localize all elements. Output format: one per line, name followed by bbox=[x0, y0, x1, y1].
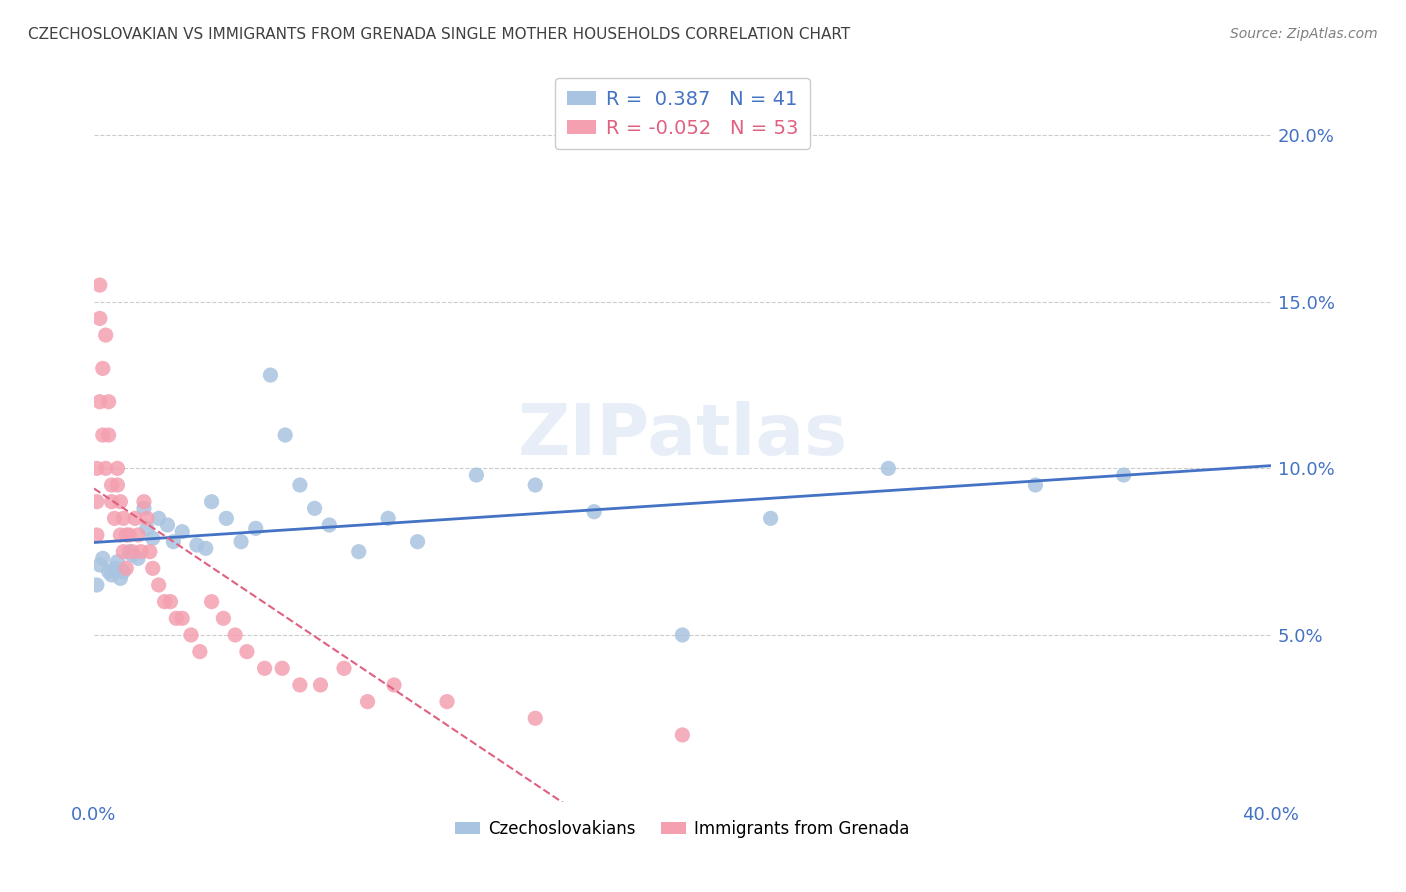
Point bbox=[107, 461, 129, 475]
Point bbox=[89, 311, 111, 326]
Point bbox=[100, 494, 122, 508]
Point bbox=[224, 628, 246, 642]
Point bbox=[142, 532, 165, 546]
Point bbox=[172, 611, 194, 625]
Point bbox=[86, 528, 108, 542]
Point bbox=[1024, 478, 1046, 492]
Text: CZECHOSLOVAKIAN VS IMMIGRANTS FROM GRENADA SINGLE MOTHER HOUSEHOLDS CORRELATION : CZECHOSLOVAKIAN VS IMMIGRANTS FROM GRENA… bbox=[28, 27, 851, 42]
Point bbox=[377, 511, 399, 525]
Point bbox=[288, 478, 311, 492]
Point bbox=[129, 544, 152, 558]
Point bbox=[115, 561, 138, 575]
Point bbox=[347, 544, 370, 558]
Point bbox=[194, 541, 217, 556]
Point bbox=[671, 728, 693, 742]
Point bbox=[103, 561, 125, 575]
Point bbox=[162, 534, 184, 549]
Point bbox=[121, 544, 143, 558]
Text: ZIPatlas: ZIPatlas bbox=[517, 401, 848, 469]
Point bbox=[135, 521, 157, 535]
Point bbox=[118, 544, 141, 558]
Point bbox=[356, 695, 378, 709]
Point bbox=[132, 501, 155, 516]
Point bbox=[318, 518, 340, 533]
Point bbox=[112, 544, 135, 558]
Point bbox=[304, 501, 326, 516]
Point bbox=[245, 521, 267, 535]
Point bbox=[132, 494, 155, 508]
Point bbox=[91, 361, 114, 376]
Point bbox=[165, 611, 187, 625]
Point bbox=[97, 394, 120, 409]
Point bbox=[229, 534, 252, 549]
Point bbox=[86, 461, 108, 475]
Point bbox=[271, 661, 294, 675]
Point bbox=[877, 461, 900, 475]
Point bbox=[86, 494, 108, 508]
Point bbox=[215, 511, 238, 525]
Point bbox=[139, 544, 162, 558]
Point bbox=[253, 661, 276, 675]
Point bbox=[107, 555, 129, 569]
Point bbox=[236, 645, 259, 659]
Point bbox=[89, 394, 111, 409]
Point bbox=[91, 551, 114, 566]
Point bbox=[288, 678, 311, 692]
Point bbox=[100, 478, 122, 492]
Point bbox=[212, 611, 235, 625]
Point bbox=[759, 511, 782, 525]
Point bbox=[112, 511, 135, 525]
Point bbox=[333, 661, 356, 675]
Point bbox=[94, 461, 117, 475]
Point bbox=[97, 428, 120, 442]
Point bbox=[127, 551, 149, 566]
Point bbox=[583, 505, 606, 519]
Point bbox=[97, 565, 120, 579]
Legend: Czechoslovakians, Immigrants from Grenada: Czechoslovakians, Immigrants from Grenad… bbox=[449, 814, 917, 845]
Point bbox=[259, 368, 281, 382]
Point bbox=[103, 511, 125, 525]
Point bbox=[100, 568, 122, 582]
Point bbox=[89, 558, 111, 572]
Point bbox=[159, 594, 181, 608]
Point bbox=[89, 278, 111, 293]
Point bbox=[201, 594, 224, 608]
Point bbox=[524, 711, 547, 725]
Point bbox=[110, 571, 132, 585]
Point bbox=[671, 628, 693, 642]
Point bbox=[436, 695, 458, 709]
Point bbox=[524, 478, 547, 492]
Point bbox=[188, 645, 211, 659]
Point bbox=[121, 548, 143, 562]
Point bbox=[86, 578, 108, 592]
Point bbox=[186, 538, 208, 552]
Point bbox=[148, 578, 170, 592]
Point bbox=[135, 511, 157, 525]
Point bbox=[91, 428, 114, 442]
Point bbox=[172, 524, 194, 539]
Point bbox=[107, 478, 129, 492]
Point bbox=[201, 494, 224, 508]
Point bbox=[112, 565, 135, 579]
Point bbox=[153, 594, 176, 608]
Point bbox=[110, 494, 132, 508]
Point bbox=[110, 528, 132, 542]
Point bbox=[406, 534, 429, 549]
Point bbox=[127, 528, 149, 542]
Point bbox=[115, 528, 138, 542]
Point bbox=[382, 678, 405, 692]
Point bbox=[309, 678, 332, 692]
Point bbox=[156, 518, 179, 533]
Point bbox=[148, 511, 170, 525]
Point bbox=[118, 528, 141, 542]
Point bbox=[142, 561, 165, 575]
Point bbox=[465, 468, 488, 483]
Point bbox=[124, 511, 146, 525]
Text: Source: ZipAtlas.com: Source: ZipAtlas.com bbox=[1230, 27, 1378, 41]
Point bbox=[180, 628, 202, 642]
Point bbox=[1112, 468, 1135, 483]
Point bbox=[94, 328, 117, 343]
Point bbox=[274, 428, 297, 442]
